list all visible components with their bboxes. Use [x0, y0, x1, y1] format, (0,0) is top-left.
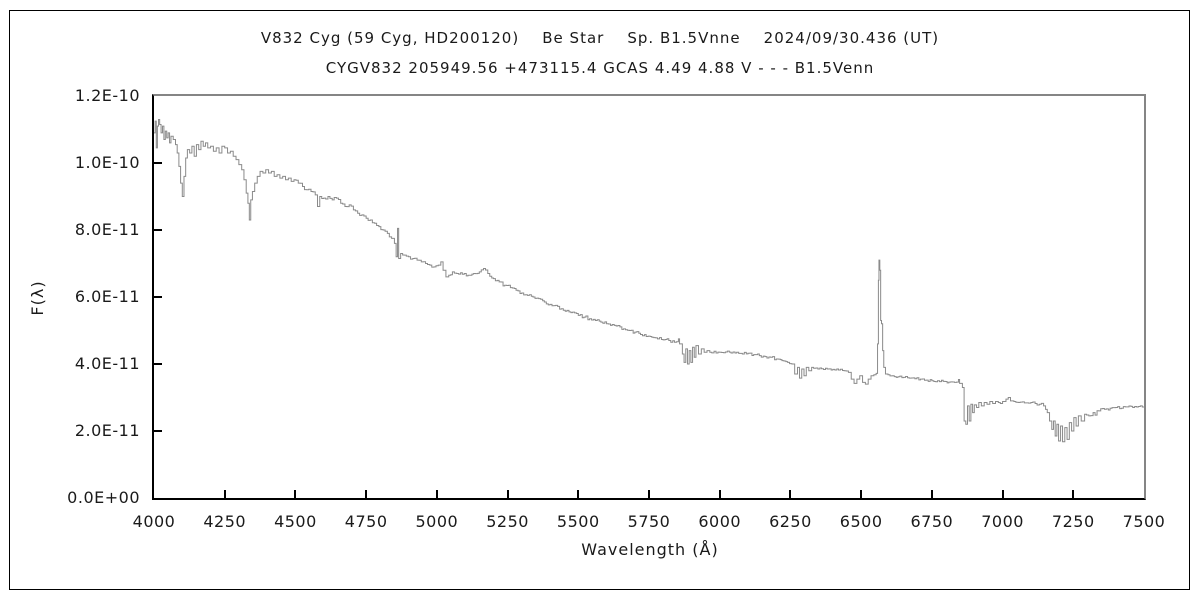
y-tick-label: 2.0E-11: [74, 421, 140, 440]
x-tick: [930, 490, 933, 498]
x-tick: [435, 490, 438, 498]
x-tick-label: 5000: [415, 512, 459, 531]
figure-border: [9, 10, 1190, 590]
x-tick: [718, 490, 721, 498]
x-tick-label: 6000: [698, 512, 742, 531]
x-tick: [860, 490, 863, 498]
x-tick: [365, 490, 368, 498]
x-tick: [789, 490, 792, 498]
y-tick-label: 6.0E-11: [74, 287, 140, 306]
y-tick: [154, 430, 162, 432]
x-tick: [294, 490, 297, 498]
y-tick: [154, 363, 162, 365]
y-tick-label: 4.0E-11: [74, 354, 140, 373]
plot-frame: [152, 94, 1146, 500]
spectrum-plot-area: [154, 118, 1144, 443]
chart-subtitle: CYGV832 205949.56 +473115.4 GCAS 4.49 4.…: [325, 59, 875, 77]
x-tick-label: 6500: [839, 512, 883, 531]
x-tick-label: 4500: [274, 512, 317, 531]
x-tick-label: 5500: [556, 512, 600, 531]
x-tick-label: 6250: [769, 512, 812, 531]
chart-title: V832 Cyg (59 Cyg, HD200120) Be Star Sp. …: [260, 29, 940, 47]
x-tick: [577, 490, 580, 498]
x-tick: [1001, 490, 1004, 498]
x-axis-title: Wavelength (Å): [581, 540, 719, 559]
x-tick-label: 4750: [344, 512, 388, 531]
y-tick-label: 8.0E-11: [74, 220, 140, 239]
y-tick: [154, 229, 162, 231]
y-tick-label: 0.0E+00: [67, 488, 140, 507]
x-tick-label: 7250: [1051, 512, 1095, 531]
x-tick-label: 6750: [910, 512, 954, 531]
x-tick-label: 4250: [203, 512, 247, 531]
x-tick: [648, 490, 650, 498]
x-tick-label: 5750: [627, 512, 671, 531]
y-tick-label: 1.2E-10: [74, 86, 140, 105]
x-tick-label: 7500: [1122, 512, 1166, 531]
x-tick-label: 7000: [981, 512, 1024, 531]
x-tick-label: 5250: [486, 512, 529, 531]
y-tick: [154, 296, 162, 298]
y-tick: [154, 162, 162, 164]
y-tick-label: 1.0E-10: [74, 153, 140, 172]
x-tick: [1072, 490, 1075, 498]
spectrum-line: [154, 118, 1144, 443]
x-tick: [506, 490, 509, 498]
x-tick-label: 4000: [132, 512, 176, 531]
x-tick: [223, 490, 226, 498]
